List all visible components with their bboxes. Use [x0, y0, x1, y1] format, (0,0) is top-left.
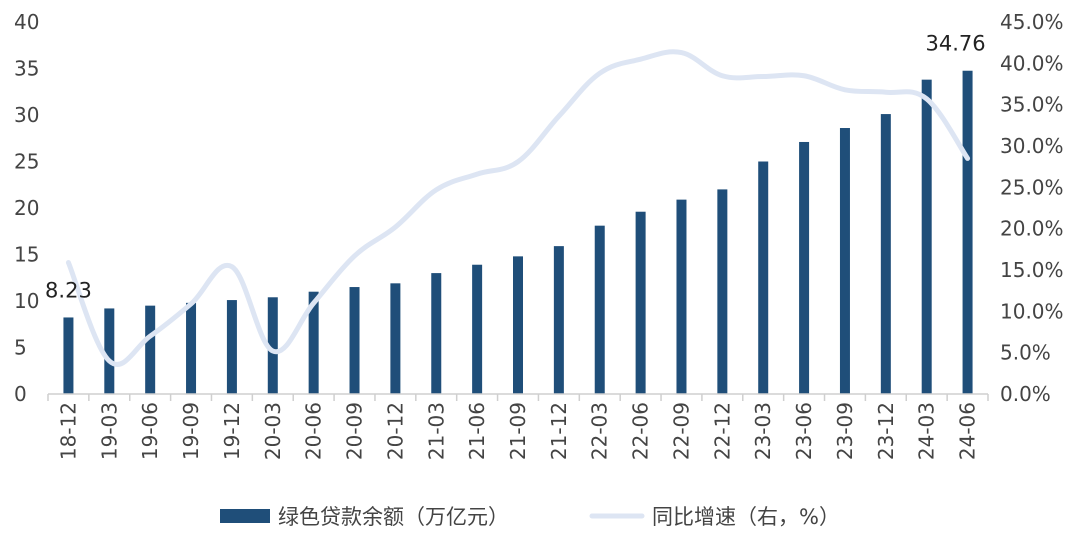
legend: 绿色贷款余额（万亿元） 同比增速（右，%）	[220, 505, 840, 529]
y-left-tick-label: 0	[14, 382, 27, 406]
y-left-tick-label: 5	[14, 336, 27, 360]
x-tick-label: 21-12	[547, 402, 571, 460]
y-right-tick-label: 30.0%	[1000, 134, 1064, 158]
x-tick-label: 21-03	[424, 402, 448, 460]
x-axis-labels: 18-12 19-03 19-06 19-09 19-12 20-03 20-06 20-09…	[56, 402, 979, 460]
bar	[962, 70, 973, 395]
bar	[880, 114, 891, 394]
x-tick-label: 23-09	[833, 402, 857, 460]
bar	[104, 308, 115, 394]
y-left-tick-label: 40	[14, 10, 39, 34]
y-right-tick-label: 35.0%	[1000, 93, 1064, 117]
bar	[267, 297, 278, 394]
y-axis-right: 0.0% 5.0% 10.0% 15.0% 20.0% 25.0% 30.0% 35.0% 40…	[1000, 10, 1064, 406]
x-tick-label: 20-03	[261, 402, 285, 460]
y-left-tick-label: 30	[14, 103, 39, 127]
bar	[513, 256, 523, 394]
bar	[186, 302, 197, 394]
bar	[349, 287, 360, 394]
y-left-tick-label: 10	[14, 289, 39, 313]
bar	[145, 305, 156, 394]
x-tick-label: 19-09	[179, 402, 203, 460]
y-right-tick-label: 20.0%	[1000, 217, 1064, 241]
legend-line-label: 同比增速（右，%）	[652, 505, 840, 529]
bar	[63, 317, 74, 394]
x-tick-label: 23-06	[792, 402, 816, 460]
bar	[717, 189, 728, 394]
x-tick-label: 20-12	[383, 402, 407, 460]
bar	[758, 161, 769, 394]
y-right-tick-label: 40.0%	[1000, 51, 1064, 75]
x-tick-label: 21-09	[506, 402, 530, 460]
data-label-first: 8.23	[45, 278, 92, 302]
bar	[431, 273, 442, 394]
x-tick-label: 23-03	[751, 402, 775, 460]
x-tick-label: 19-06	[138, 402, 162, 460]
bar	[390, 283, 401, 394]
x-tick-label: 21-06	[465, 402, 489, 460]
data-label-last: 34.76	[926, 32, 986, 56]
bar	[308, 291, 319, 394]
x-tick-label: 22-03	[588, 402, 612, 460]
bar	[553, 246, 564, 394]
x-tick-label: 18-12	[56, 402, 80, 460]
growth-rate-line	[65, 49, 971, 367]
y-right-tick-label: 10.0%	[1000, 299, 1064, 323]
bar	[921, 79, 932, 394]
y-left-tick-label: 25	[14, 150, 39, 174]
x-axis-ticks	[47, 394, 989, 401]
bar	[839, 128, 850, 394]
x-tick-label: 20-06	[302, 402, 326, 460]
y-right-tick-label: 45.0%	[1000, 10, 1064, 34]
x-tick-label: 23-12	[874, 402, 898, 460]
x-tick-label: 19-12	[220, 402, 244, 460]
legend-bar-swatch	[220, 509, 270, 523]
y-right-tick-label: 5.0%	[1000, 341, 1051, 365]
bar-series	[63, 70, 973, 395]
y-left-tick-label: 15	[14, 243, 39, 267]
x-tick-label: 19-03	[97, 402, 121, 460]
y-right-tick-label: 0.0%	[1000, 382, 1051, 406]
bar	[472, 264, 483, 394]
x-tick-label: 24-03	[915, 402, 939, 460]
y-left-tick-label: 20	[14, 196, 39, 220]
bar	[635, 211, 646, 394]
x-tick-label: 22-06	[629, 402, 653, 460]
x-tick-label: 20-09	[343, 402, 367, 460]
bar	[226, 300, 237, 394]
y-left-tick-label: 35	[14, 57, 39, 81]
bar	[594, 225, 605, 394]
legend-bar-label: 绿色贷款余额（万亿元）	[278, 505, 509, 529]
x-tick-label: 22-12	[710, 402, 734, 460]
y-right-tick-label: 15.0%	[1000, 258, 1064, 282]
x-tick-label: 24-06	[956, 402, 980, 460]
bar	[676, 199, 687, 394]
y-right-tick-label: 25.0%	[1000, 175, 1064, 199]
bar	[799, 141, 810, 394]
x-tick-label: 22-09	[669, 402, 693, 460]
y-axis-left: 0 5 10 15 20 25 30 35 40	[14, 10, 39, 406]
